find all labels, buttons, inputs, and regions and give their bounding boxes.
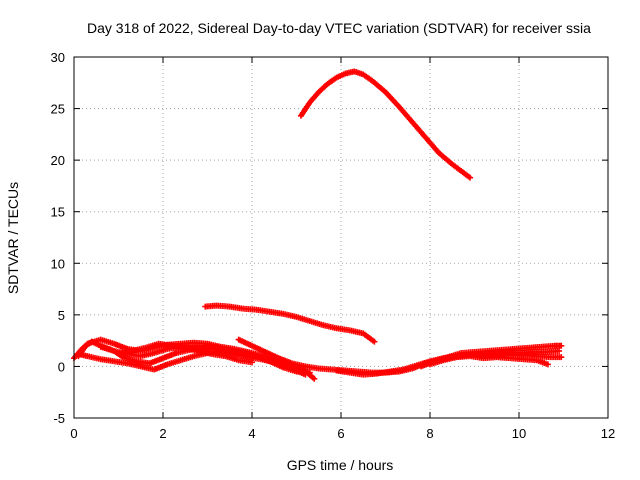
x-tick-label: 12 [601,426,615,441]
series-arc-mid [202,302,378,345]
y-tick-label: 0 [58,359,65,374]
data-series [71,68,565,382]
data-point [311,375,318,382]
x-tick-label: 6 [337,426,344,441]
axis-ticks: 0 2 4 6 8 10 12 -5 0 5 10 15 20 25 30 [51,50,616,441]
data-point [249,359,255,366]
data-point [371,338,378,345]
data-point [556,347,563,354]
data-point [544,361,551,368]
data-point [558,354,565,361]
y-tick-label: -5 [53,411,65,426]
x-tick-label: 2 [159,426,166,441]
x-axis-label: GPS time / hours [287,457,394,473]
y-tick-label: 15 [51,205,65,220]
x-tick-label: 10 [512,426,526,441]
y-tick-label: 20 [51,153,65,168]
x-tick-label: 0 [70,426,77,441]
chart-title: Day 318 of 2022, Sidereal Day-to-day VTE… [87,20,591,36]
y-tick-label: 5 [58,308,65,323]
data-point [306,369,313,376]
x-tick-label: 4 [248,426,255,441]
y-tick-label: 10 [51,256,65,271]
y-axis-label: SDTVAR / TECUs [5,182,21,294]
series-arc-tail-3 [427,353,551,368]
data-point [558,342,565,349]
series-arc-low-4 [97,343,313,376]
y-tick-label: 30 [51,50,65,65]
data-point [467,174,474,181]
y-tick-label: 25 [51,102,65,117]
series-arc-low-5 [115,340,255,366]
series-arc-high [297,68,474,181]
x-tick-label: 8 [426,426,433,441]
